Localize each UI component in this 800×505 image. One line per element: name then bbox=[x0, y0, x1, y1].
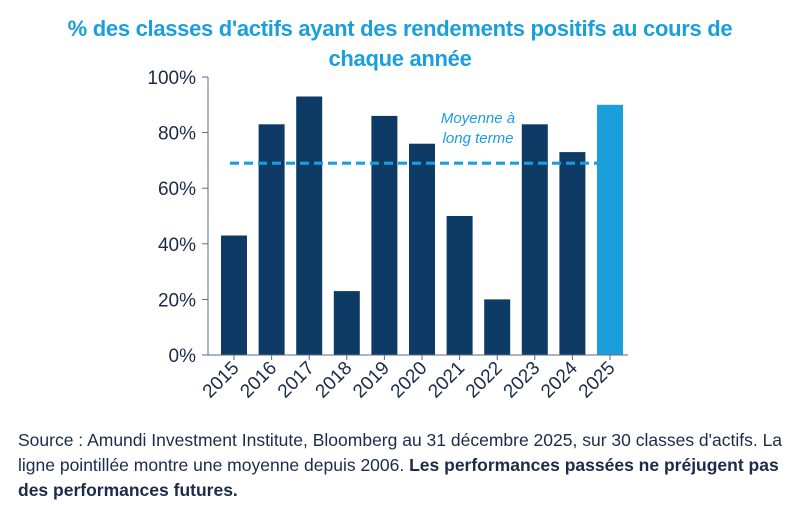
bar-2024 bbox=[559, 152, 586, 355]
y-axis: 0% 20% 40% 60% 80% 100% bbox=[147, 68, 209, 367]
y-tick-label: 40% bbox=[158, 235, 196, 256]
bar-chart: 0%20%40%60%80%100% 201520162017201820192… bbox=[147, 68, 628, 403]
x-tick-label-2025: 2025 bbox=[575, 358, 620, 403]
source-text: Source : Amundi Investment Institute, Bl… bbox=[18, 430, 783, 475]
bar-2021 bbox=[446, 216, 473, 355]
source-note: Source : Amundi Investment Institute, Bl… bbox=[18, 428, 788, 503]
bar-2016 bbox=[258, 124, 285, 355]
y-tick-label: 60% bbox=[158, 179, 196, 200]
bars-group bbox=[221, 96, 623, 356]
bar-2020 bbox=[409, 143, 435, 355]
reference-line-label: Moyenne à long terme bbox=[441, 110, 515, 147]
x-tick-label-2021: 2021 bbox=[424, 358, 469, 403]
y-tick-label: 20% bbox=[158, 290, 196, 311]
bar-2022 bbox=[484, 299, 511, 355]
x-tick-label-2022: 2022 bbox=[462, 358, 507, 403]
y-tick-label: 0% bbox=[169, 346, 197, 367]
chart-title-line2: chaque année bbox=[328, 46, 472, 71]
x-tick-label-2017: 2017 bbox=[274, 358, 319, 403]
bar-2015 bbox=[221, 235, 247, 355]
bar-2025 bbox=[597, 104, 623, 355]
bar-2017 bbox=[296, 96, 323, 355]
x-tick-label-2020: 2020 bbox=[387, 358, 432, 403]
x-tick-label-2015: 2015 bbox=[199, 358, 244, 403]
x-tick-label-2018: 2018 bbox=[312, 358, 357, 403]
x-tick-label-2016: 2016 bbox=[236, 358, 281, 403]
x-tick-label-2023: 2023 bbox=[500, 358, 545, 403]
bar-2018 bbox=[333, 291, 360, 355]
x-tick-label-2024: 2024 bbox=[537, 357, 582, 402]
x-axis: 2015201620172018201920202021202220232024… bbox=[199, 354, 628, 403]
x-tick-label-2019: 2019 bbox=[349, 358, 394, 403]
y-tick-label: 100% bbox=[147, 68, 196, 89]
chart-title-line1: % des classes d'actifs ayant des rendeme… bbox=[67, 16, 733, 41]
bar-2019 bbox=[371, 115, 398, 356]
y-tick-label: 80% bbox=[158, 124, 196, 145]
reference-line-group: Moyenne à long terme bbox=[230, 110, 600, 165]
disclaimer-text: Les performances passées ne préjugent pa… bbox=[18, 455, 779, 500]
bar-2023 bbox=[521, 124, 548, 355]
chart-title: % des classes d'actifs ayant des rendeme… bbox=[0, 14, 800, 74]
